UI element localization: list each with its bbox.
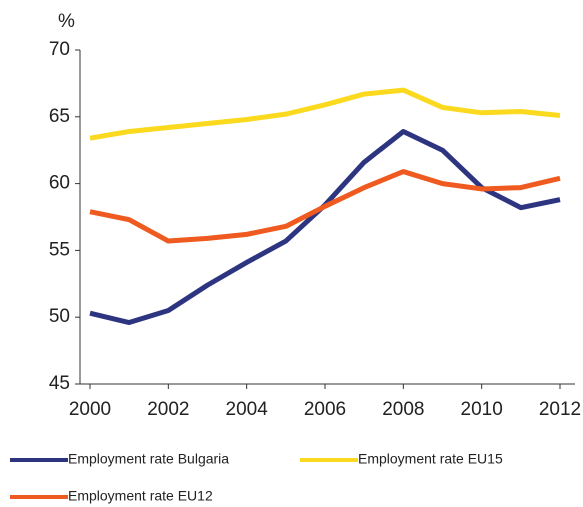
x-tick-label: 2000 (69, 399, 111, 420)
y-tick-label: 60 (49, 173, 70, 194)
x-tick-label: 2008 (382, 399, 424, 420)
legend-label: Employment rate EU12 (68, 488, 213, 504)
line-series (89, 87, 561, 141)
y-axis-label: % (58, 11, 75, 32)
x-tick-label: 2006 (304, 399, 346, 420)
y-tick-label: 65 (49, 106, 70, 127)
legend-label: Employment rate Bulgaria (68, 451, 229, 467)
x-tick-label: 2002 (147, 399, 189, 420)
x-tick-label: 2010 (461, 399, 503, 420)
y-tick-label: 50 (49, 306, 70, 327)
x-tick-label: 2004 (226, 399, 269, 420)
y-tick-label: 55 (49, 239, 70, 260)
x-tick-label: 2012 (539, 399, 581, 420)
y-tick-label: 45 (49, 373, 70, 394)
y-tick-label: 70 (49, 39, 70, 60)
legend-label: Employment rate EU15 (358, 451, 503, 467)
line-series (89, 169, 561, 244)
line-series (89, 128, 561, 326)
